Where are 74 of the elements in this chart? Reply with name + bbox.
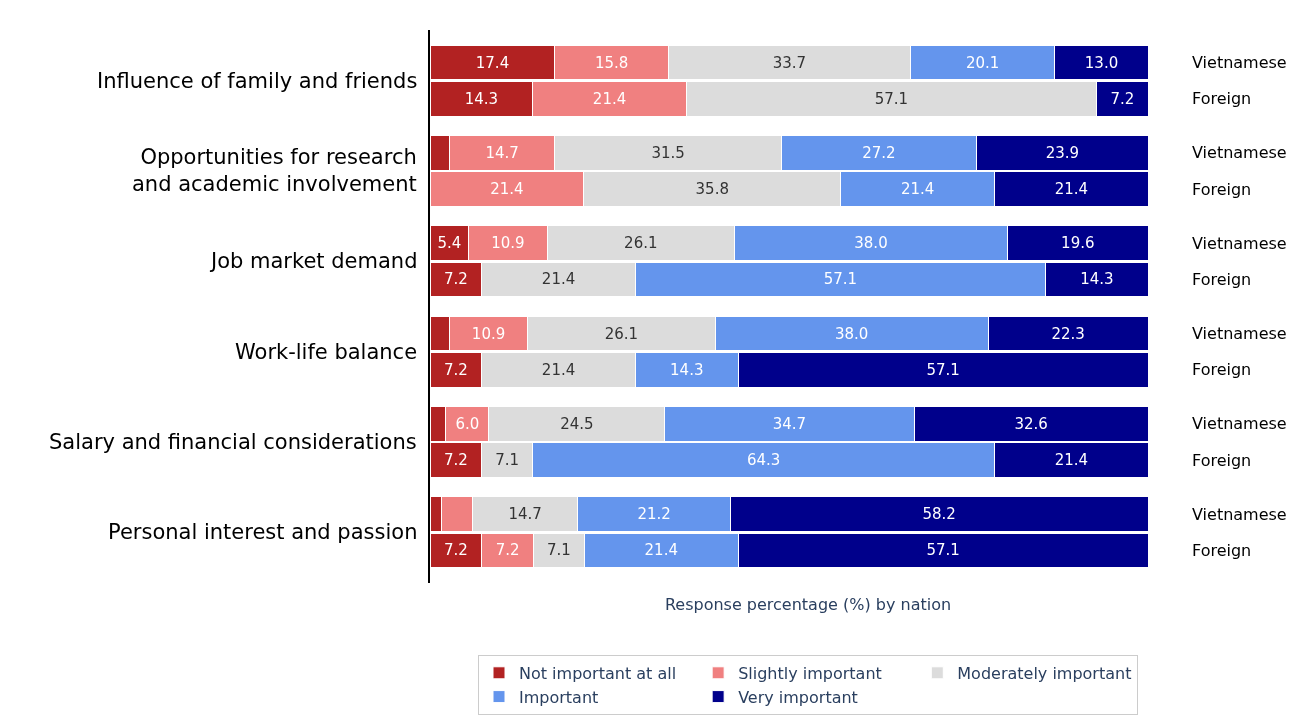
data-label: 21.4: [644, 541, 678, 560]
data-label: 26.1: [624, 234, 658, 253]
data-label: 14.3: [1080, 270, 1114, 289]
data-label: 21.4: [900, 180, 935, 199]
y-tick-label: Foreign: [1192, 451, 1252, 470]
data-label: 33.7: [772, 53, 807, 72]
data-label: 10.9: [491, 234, 525, 253]
data-label: 14.3: [464, 89, 499, 108]
text: Work-life balance: [235, 340, 418, 364]
data-label: 32.6: [1014, 414, 1048, 433]
y-tick-label: Foreign: [1192, 541, 1252, 560]
data-label: 57.1: [926, 360, 960, 379]
data-label: 7.2: [443, 541, 468, 560]
y-tick-label: Vietnamese: [1192, 414, 1287, 433]
text: Salary and financial considerations: [49, 430, 417, 454]
data-label: 26.1: [604, 324, 639, 343]
data-label: 57.1: [874, 89, 909, 108]
y-tick-label: Vietnamese: [1192, 53, 1287, 72]
data-label: 7.1: [546, 541, 571, 560]
data-label: 13.0: [1084, 53, 1119, 72]
data-label: 6.0: [455, 414, 480, 433]
data-label: 21.4: [541, 360, 576, 379]
data-label: 14.7: [508, 505, 542, 524]
legend-label: Not important at all: [519, 664, 677, 684]
data-label: 7.2: [495, 541, 520, 560]
data-label: 21.4: [592, 89, 627, 108]
y-tick-label: Foreign: [1192, 360, 1252, 379]
y-tick-label: Foreign: [1192, 180, 1252, 199]
data-label: 57.1: [926, 541, 960, 560]
data-label: 21.4: [490, 180, 524, 199]
data-label: 34.7: [772, 414, 807, 433]
text: Influence of family and friends: [97, 69, 418, 93]
data-label: 14.7: [485, 143, 519, 162]
data-label: 5.4: [437, 234, 462, 253]
data-label: 27.2: [862, 143, 896, 162]
data-label: 10.9: [471, 324, 506, 343]
data-label: 21.2: [637, 505, 671, 524]
y-tick-label: Vietnamese: [1192, 234, 1287, 253]
data-label: 31.5: [651, 143, 685, 162]
data-label: 7.1: [495, 451, 520, 470]
data-label: 17.4: [475, 53, 510, 72]
y-tick-label: Foreign: [1192, 89, 1252, 108]
data-label: 35.8: [695, 180, 729, 199]
text: Job market demand: [209, 249, 418, 273]
text: Personal interest and passion: [108, 520, 418, 544]
y-tick-label: Foreign: [1192, 270, 1252, 289]
data-label: 19.6: [1061, 234, 1095, 253]
data-label: 21.4: [1054, 180, 1089, 199]
data-label: 22.3: [1051, 324, 1085, 343]
data-label: 21.4: [1054, 451, 1089, 470]
text: Opportunities for research and academic involvement: [132, 145, 417, 197]
data-label: 7.2: [443, 270, 468, 289]
y-tick-label: Vietnamese: [1192, 324, 1287, 343]
data-label: 14.3: [670, 360, 704, 379]
data-label: 7.2: [443, 451, 468, 470]
data-label: 15.8: [595, 53, 629, 72]
legend-label: Important: [519, 687, 599, 707]
data-label: 21.4: [541, 270, 576, 289]
data-label: 38.0: [834, 324, 869, 343]
data-label: 23.9: [1045, 143, 1080, 162]
legend-label: Very important: [738, 687, 858, 707]
data-label: 64.3: [746, 451, 781, 470]
y-tick-label: Vietnamese: [1192, 143, 1287, 162]
legend-label: Slightly important: [738, 664, 882, 684]
data-label: 7.2: [1110, 89, 1135, 108]
y-tick-label: Vietnamese: [1192, 505, 1287, 524]
data-label: 24.5: [560, 414, 594, 433]
data-label: 20.1: [965, 53, 1000, 72]
data-label: 38.0: [854, 234, 888, 253]
data-label: 58.2: [922, 505, 956, 524]
data-label: 7.2: [443, 360, 468, 379]
legend-label: Moderately important: [957, 664, 1132, 684]
x-axis-title: Response percentage (%) by nation: [664, 594, 952, 614]
data-label: 57.1: [823, 270, 858, 289]
